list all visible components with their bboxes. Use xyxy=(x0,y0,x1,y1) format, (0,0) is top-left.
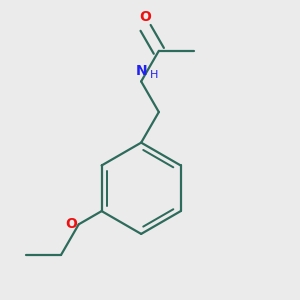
Text: N: N xyxy=(135,64,147,78)
Text: H: H xyxy=(150,70,159,80)
Text: O: O xyxy=(140,11,152,24)
Text: O: O xyxy=(65,217,77,231)
